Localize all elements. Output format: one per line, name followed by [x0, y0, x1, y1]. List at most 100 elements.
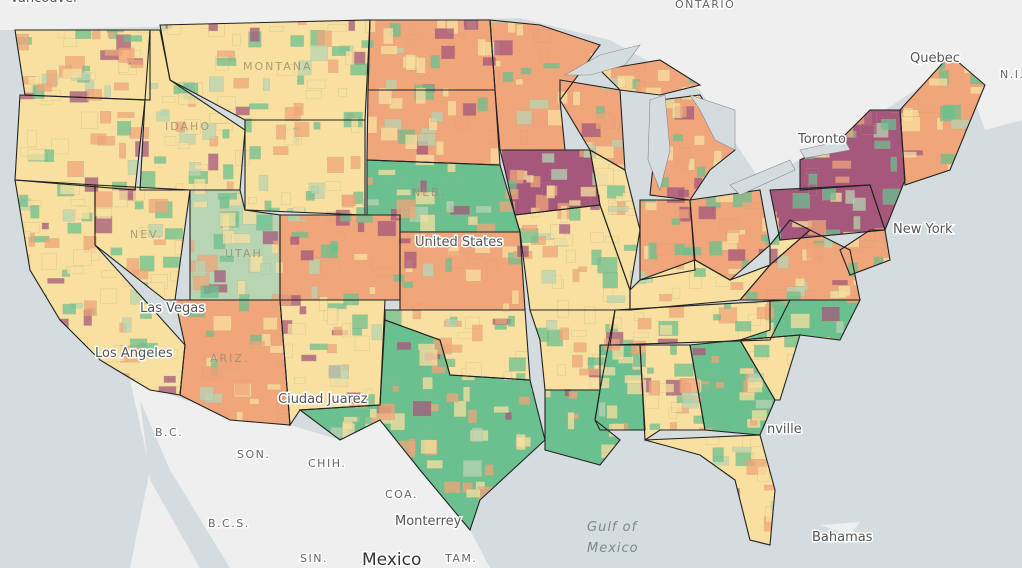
county — [477, 38, 486, 57]
place-label: New York — [893, 222, 953, 237]
county — [225, 356, 239, 370]
county — [645, 395, 659, 409]
mexico — [130, 380, 490, 568]
county — [351, 118, 359, 133]
county — [845, 190, 855, 204]
county — [804, 290, 815, 300]
county — [231, 233, 251, 244]
county — [928, 78, 948, 86]
county — [648, 380, 660, 396]
county — [357, 416, 372, 425]
county — [671, 402, 683, 413]
county — [248, 197, 257, 204]
county — [515, 78, 524, 85]
county — [396, 341, 412, 351]
county — [674, 243, 692, 256]
county — [463, 20, 479, 31]
county — [308, 258, 321, 275]
county — [118, 47, 135, 63]
county — [352, 327, 363, 336]
county — [30, 204, 40, 219]
county — [415, 191, 435, 205]
county — [441, 45, 456, 60]
county — [748, 373, 764, 382]
county — [369, 408, 377, 418]
county — [606, 295, 626, 303]
county — [454, 116, 470, 130]
county — [345, 50, 355, 66]
county — [164, 228, 184, 240]
county — [213, 315, 232, 331]
county — [148, 224, 163, 238]
county — [572, 268, 580, 283]
county — [139, 312, 152, 319]
state-border — [689, 339, 776, 436]
county — [192, 201, 208, 208]
county — [86, 89, 102, 101]
county — [436, 20, 446, 29]
state-border — [609, 299, 791, 346]
county — [343, 293, 359, 306]
county — [248, 103, 269, 110]
county — [200, 285, 219, 299]
county — [100, 288, 117, 304]
place-label: ONTARIO — [675, 0, 735, 11]
county — [698, 206, 717, 220]
county — [732, 446, 752, 453]
lake-michigan — [647, 94, 671, 191]
county — [692, 347, 707, 356]
county — [199, 386, 214, 401]
county — [373, 267, 394, 276]
county — [305, 190, 315, 201]
county — [504, 411, 512, 421]
county — [682, 392, 699, 409]
state-border — [589, 148, 641, 291]
county — [269, 26, 284, 32]
county — [378, 169, 396, 176]
county — [405, 134, 418, 150]
county — [67, 161, 84, 178]
county — [422, 376, 433, 390]
county — [119, 143, 126, 159]
county — [466, 489, 481, 498]
county — [852, 197, 866, 211]
county — [328, 59, 339, 73]
county — [445, 258, 453, 273]
county — [19, 194, 29, 207]
county — [67, 222, 82, 234]
county — [557, 364, 566, 376]
county — [96, 208, 112, 219]
county — [313, 121, 321, 130]
county — [94, 191, 113, 208]
county — [557, 91, 568, 104]
state-border — [899, 54, 986, 186]
county — [44, 149, 55, 163]
county — [655, 243, 673, 256]
county — [250, 341, 265, 349]
state-border — [639, 199, 696, 281]
county — [516, 24, 524, 36]
county — [290, 35, 305, 47]
county — [672, 134, 684, 142]
county — [73, 249, 92, 266]
state — [800, 110, 905, 230]
county — [287, 323, 306, 335]
county — [679, 99, 687, 118]
county — [350, 63, 371, 76]
county — [637, 317, 652, 330]
county — [320, 244, 338, 259]
county — [617, 76, 626, 88]
county — [606, 405, 618, 419]
county — [404, 251, 417, 269]
county — [580, 186, 597, 197]
county — [328, 364, 349, 379]
county — [463, 460, 482, 477]
county — [860, 123, 877, 135]
place-label: B.C.S. — [208, 517, 250, 530]
county — [666, 187, 685, 204]
county — [541, 153, 555, 163]
state-border — [738, 229, 861, 301]
county — [70, 199, 86, 206]
county — [310, 44, 328, 62]
county — [398, 238, 411, 244]
